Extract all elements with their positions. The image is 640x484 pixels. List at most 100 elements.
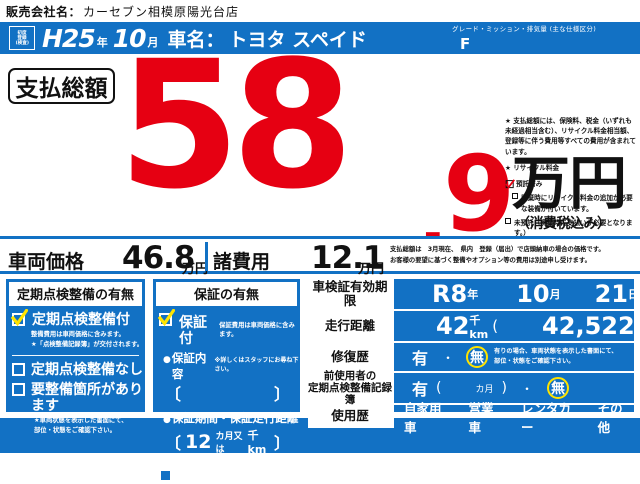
total-price-label: 支払総額: [8, 68, 115, 104]
row-label-usage-history: 使用歴: [308, 405, 394, 428]
fees-label: 諸費用: [213, 251, 271, 273]
inspection-none-label: 定期点検整備なし: [31, 361, 143, 378]
expiry-day: 21: [594, 280, 628, 308]
warranty-option-none[interactable]: 保証なし: [153, 462, 300, 484]
empty-checkbox-icon: [159, 469, 172, 483]
prev-record-label-line2: 定期点検整備記録簿: [308, 381, 392, 407]
inspection-option-none[interactable]: 定期点検整備なし: [6, 356, 145, 378]
warranty-period-value: 12: [185, 430, 212, 453]
recycle-option-not-deposited[interactable]: 未預託（廃棄時に支払いが必要となります。）: [505, 217, 637, 238]
price-breakdown-strip: 車両価格 46.8 万円 諸費用 12.1 万円 支払総額は 3月現在、 県内 …: [0, 236, 640, 277]
separator-dot: ・: [442, 350, 455, 365]
grade-block: グレード・ミッション・排気量 (主な仕様区分) F: [452, 24, 637, 54]
dealer-line: 販売会社名： カーセブン相模原陽光台店: [0, 0, 640, 22]
total-price-integer: 58: [118, 23, 354, 228]
empty-checkbox-icon: [12, 362, 25, 376]
warranty-period-label: 保証期間・保証走行距離: [171, 411, 299, 426]
inspection-sub-line2: ★「点検整備記録簿」が交付されます。: [31, 340, 144, 348]
paren-close: 〕: [273, 433, 290, 453]
row-value-previous-record: 有 ( カ月 ) ・ 無: [394, 373, 634, 403]
warranty-panel: 保証の有無 保証付 保証費用は車両価格に含みます。 ● 保証内容 ※詳しくはスタ…: [151, 277, 302, 484]
recycle-option-additional[interactable]: 廃棄時にリサイクル料金の追加が必要な装備が付いています。: [505, 193, 637, 213]
table-row-repair-history: 修復歴 有 ・ 無 有りの場合、車両状態を表示した書面にて、 部位・状態をご確認…: [308, 343, 634, 373]
needs-sub-line1: ★車両状態を表示した書面にて、: [34, 417, 128, 425]
expiry-year: R8: [432, 280, 468, 308]
spec-table: 車検証有効期限 R8 年 10 月 21 日 走行距離 42 千km ( 42,…: [306, 277, 640, 435]
bottom-section: 定期点検整備の有無 定期点検整備付 整備費用は車両価格に含みます。 ★「点検整備…: [0, 277, 640, 484]
expiry-day-unit: 日: [628, 288, 639, 301]
recycle-option-deposited[interactable]: 預託済み: [505, 179, 637, 189]
usage-option-other[interactable]: その他: [597, 400, 623, 435]
usage-option-rental[interactable]: レンタカー: [520, 400, 571, 435]
usage-option-commercial[interactable]: 営業車: [468, 400, 494, 435]
needs-sub-line2: 部位・状態をご確認下さい。: [34, 426, 116, 434]
expiry-month-unit: 月: [549, 288, 561, 301]
warranty-distance-unit: 千km: [247, 429, 267, 457]
expiry-year-unit: 年: [467, 288, 479, 301]
repair-yes[interactable]: 有: [412, 349, 429, 368]
repair-note-line1: 有りの場合、車両状態を表示した書面にて、: [494, 348, 618, 356]
reg-badge-line3: (検査): [15, 39, 29, 46]
inspection-needs-sub: ★車両状態を表示した書面にて、 部位・状態をご確認下さい。: [6, 414, 145, 435]
price-note-line2: お客様の要望に基づく整備やオプション等の費用は別途申し受けます。: [390, 257, 591, 265]
car-name-value: トヨタ スペイド: [228, 28, 367, 51]
row-label-repair-history: 修復歴: [308, 343, 394, 371]
paren-open: 〔: [165, 385, 182, 405]
empty-checkbox-icon: [512, 193, 518, 200]
table-row-mileage: 走行距離 42 千km ( 42,522 ): [308, 311, 640, 343]
grade-value: F: [460, 34, 471, 53]
warranty-option-included[interactable]: 保証付 保証費用は車両価格に含みます。: [153, 306, 300, 347]
total-price-decimal: 9: [443, 133, 515, 255]
row-label-inspection-expiry: 車検証有効期限: [308, 279, 394, 309]
inspection-sub-line1: 整備費用は車両価格に含みます。: [31, 331, 125, 339]
bullet-icon: ●: [163, 355, 171, 366]
year-unit: 年: [96, 36, 108, 49]
registration-month: 10: [112, 23, 147, 53]
empty-checkbox-icon: [12, 383, 25, 397]
expiry-month: 10: [516, 280, 550, 308]
price-notes: ★ 支払総額には、保険料、税金（いずれも未経過相当含む）、リサイクル料金相当額、…: [505, 116, 637, 242]
mileage-unit: 千km: [469, 313, 489, 341]
warranty-period-field[interactable]: 〔 12 カ月又は 千km 〕: [153, 427, 300, 456]
usage-option-private[interactable]: 自家用車: [404, 400, 442, 435]
price-conditions-note: 支払総額は 3月現在、 県内 登録（届出）で店頭納車の場合の価格です。 お客様の…: [390, 244, 638, 266]
repair-no-selected[interactable]: 無: [466, 346, 489, 368]
checked-checkbox-icon: [11, 309, 28, 327]
paren-open: (: [492, 317, 499, 335]
repair-note-line2: 部位・状態をご確認下さい。: [494, 358, 575, 365]
warranty-none-label: 保証なし: [178, 468, 234, 484]
row-label-mileage: 走行距離: [308, 311, 394, 341]
fees-value: 12.1: [311, 240, 384, 276]
price-note-line1: 支払総額は 3月現在、 県内 登録（届出）で店頭納車の場合の価格です。: [390, 246, 605, 253]
warranty-content-field[interactable]: 〔 〕: [153, 381, 300, 405]
paren-open: 〔: [165, 433, 182, 453]
warranty-panel-title: 保証の有無: [156, 282, 297, 306]
row-value-usage-history: 自家用車 営業車 レンタカー その他: [394, 401, 634, 435]
inspection-included-sub: 整備費用は車両価格に含みます。 ★「点検整備記録簿」が交付されます。: [6, 328, 145, 349]
empty-checkbox-icon: [505, 217, 511, 224]
recycle-deposited-label: 預託済み: [516, 180, 543, 189]
inspection-option-included[interactable]: 定期点検整備付: [6, 306, 145, 328]
prev-record-no-selected[interactable]: 無: [546, 377, 569, 399]
mileage-value: 42: [436, 312, 470, 340]
paren-open: (: [436, 380, 442, 396]
paren-close: 〕: [273, 385, 290, 405]
registration-and-car: H25 年 10 月 車名： トヨタ スペイド: [42, 22, 367, 54]
prev-record-yes[interactable]: 有: [412, 380, 429, 399]
prev-record-months-unit: カ月: [475, 384, 494, 395]
inspection-needs-label: 要整備箇所があります: [31, 382, 143, 415]
warranty-content-label: 保証内容: [171, 351, 207, 382]
warranty-included-sub: 保証費用は車両価格に含みます。: [219, 322, 295, 339]
vehicle-price-label: 車両価格: [8, 251, 85, 273]
grade-label: グレード・ミッション・排気量 (主な仕様区分): [452, 25, 597, 33]
vehicle-price-unit: 万円: [182, 262, 209, 277]
paren-close: ): [501, 380, 507, 396]
bullet-icon: ●: [163, 415, 171, 426]
first-registration-badge: 初度 登録 (検査): [9, 26, 35, 50]
header-bar: 初度 登録 (検査) H25 年 10 月 車名： トヨタ スペイド グレード・…: [0, 22, 640, 54]
row-value-mileage: 42 千km ( 42,522 ): [394, 311, 640, 341]
repair-history-note: 有りの場合、車両状態を表示した書面にて、 部位・状態をご確認下さい。: [494, 347, 617, 366]
inspection-included-label: 定期点検整備付: [32, 312, 130, 328]
inspection-option-needs-repair[interactable]: 要整備箇所があります: [6, 378, 145, 414]
warranty-period-unit: カ月又は: [215, 431, 243, 455]
